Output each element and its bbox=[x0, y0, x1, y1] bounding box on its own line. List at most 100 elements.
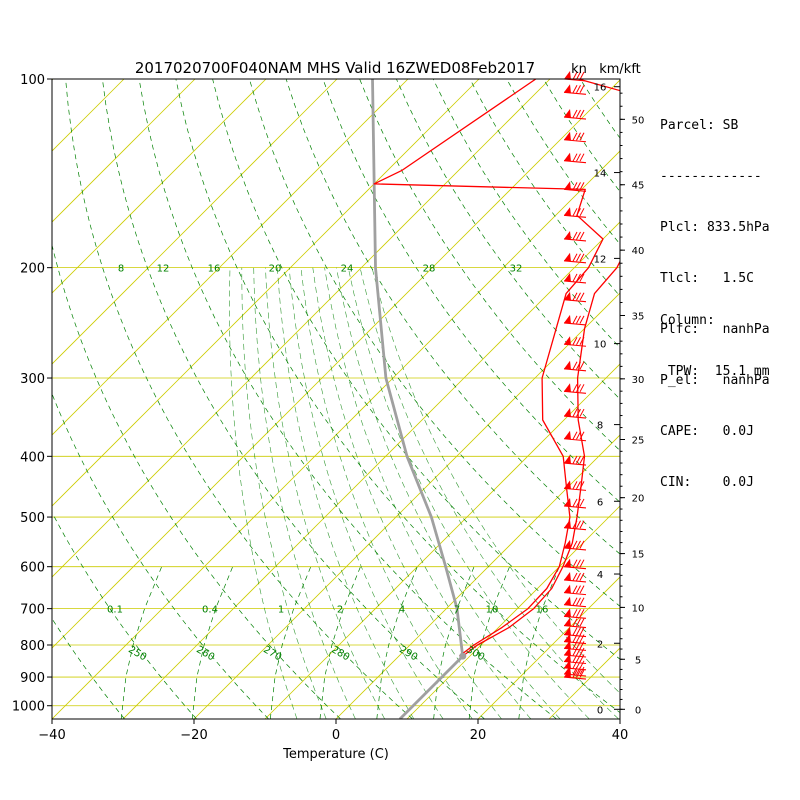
wind-barb bbox=[563, 539, 587, 551]
wind-barb-flag bbox=[579, 292, 585, 301]
wind-barb-flag bbox=[572, 585, 578, 594]
wind-barb bbox=[563, 84, 587, 95]
temperature-tick-label: 0 bbox=[332, 728, 340, 743]
km-tick-label: 8 bbox=[597, 421, 603, 432]
theta-e-label: 20 bbox=[269, 264, 282, 275]
wind-barb-flag bbox=[572, 455, 578, 464]
dry-adiabat bbox=[432, 79, 620, 349]
pressure-tick-label: 300 bbox=[20, 372, 45, 387]
theta-e-label: 32 bbox=[510, 264, 523, 275]
wind-barb-flag bbox=[576, 660, 581, 669]
wind-barb-flag bbox=[572, 559, 578, 568]
wind-barb-flag bbox=[572, 647, 578, 656]
wind-barb-flag bbox=[576, 273, 581, 282]
wind-barb-pennant bbox=[564, 519, 571, 529]
mixing-ratio-line bbox=[468, 566, 510, 719]
wind-barb-flag bbox=[576, 520, 581, 529]
mixing-ratio-label: 10 bbox=[486, 605, 499, 616]
isotherm-line bbox=[52, 79, 409, 436]
wind-barb bbox=[563, 640, 587, 651]
mixing-ratio-line bbox=[376, 566, 418, 719]
wind-barb-pennant bbox=[564, 252, 571, 262]
wind-barb-flag bbox=[572, 498, 578, 507]
wind-barb-flag bbox=[576, 481, 581, 490]
moist-adiabat bbox=[229, 267, 298, 719]
wind-barb-flag bbox=[579, 85, 585, 94]
wind-barb-flag bbox=[572, 597, 578, 606]
wind-barb-flag bbox=[579, 597, 585, 606]
theta-e-label: 8 bbox=[118, 264, 124, 275]
wind-barb bbox=[563, 181, 587, 192]
theta-e-label: 12 bbox=[157, 264, 170, 275]
moist-adiabat bbox=[277, 267, 415, 719]
moist-adiabat bbox=[359, 267, 619, 719]
wind-barb-flag bbox=[572, 609, 578, 618]
wind-barb-pennant bbox=[564, 617, 571, 627]
mixing-ratio-label: 7 bbox=[454, 605, 460, 616]
wind-barb-flag bbox=[576, 384, 581, 393]
theta-e-label: 16 bbox=[208, 264, 221, 275]
wind-barb-pennant bbox=[564, 291, 571, 301]
wind-barb-flag bbox=[576, 208, 581, 217]
parcel-plfc: Plfc: nanhPa bbox=[660, 322, 770, 337]
wind-barb-flag bbox=[572, 481, 578, 490]
parcel-cin: CIN: 0.0J bbox=[660, 475, 754, 490]
wind-barb-flag bbox=[572, 654, 578, 663]
pressure-tick-label: 1000 bbox=[12, 700, 45, 715]
moist-adiabat bbox=[288, 267, 444, 719]
wind-barb-flag bbox=[579, 654, 585, 663]
wind-barb-pennant bbox=[564, 596, 571, 606]
temperature-tick-label: −20 bbox=[180, 728, 207, 743]
pressure-tick-label: 900 bbox=[20, 671, 45, 686]
wind-barb-flag bbox=[572, 384, 578, 393]
isotherm-line bbox=[52, 150, 620, 719]
wind-barb bbox=[563, 617, 587, 629]
wind-barb bbox=[563, 291, 587, 303]
mixing-ratio-label: 0.4 bbox=[202, 605, 218, 616]
isotherm-line bbox=[406, 505, 620, 719]
km-tick-label: 12 bbox=[594, 254, 607, 265]
wind-barb-pennant bbox=[564, 669, 571, 679]
mixing-ratio-label: 16 bbox=[536, 605, 549, 616]
wind-barb-flag bbox=[579, 498, 585, 507]
kft-tick-label: 30 bbox=[632, 375, 645, 386]
km-tick-label: 16 bbox=[594, 83, 607, 94]
wind-barb bbox=[563, 647, 587, 658]
dry-adiabat bbox=[102, 79, 485, 719]
wind-barb-flag bbox=[579, 315, 585, 324]
wind-barb-flag bbox=[572, 540, 578, 549]
wind-barb-flag bbox=[572, 292, 578, 301]
chart-title: 2017020700F040NAM MHS Valid 16ZWED08Feb2… bbox=[135, 59, 535, 77]
wind-barb-flag bbox=[576, 315, 581, 324]
isotherm-line bbox=[52, 79, 196, 223]
wind-barb-flag bbox=[572, 361, 578, 370]
wind-barb-flag bbox=[579, 71, 585, 80]
wind-barb-flag bbox=[576, 540, 581, 549]
wind-barb-flag bbox=[572, 634, 578, 643]
mixing-ratio-line bbox=[518, 566, 560, 719]
wind-barb-flag bbox=[572, 109, 578, 118]
wind-barb-flag bbox=[576, 609, 581, 618]
kft-tick-label: 20 bbox=[632, 494, 645, 505]
pressure-tick-label: 100 bbox=[20, 73, 45, 88]
wind-barb-flag bbox=[576, 666, 581, 675]
dry-adiabat bbox=[322, 79, 620, 503]
wind-barb-pennant bbox=[564, 653, 571, 663]
wind-barb bbox=[563, 584, 587, 596]
temperature-tick-label: 20 bbox=[470, 728, 487, 743]
mixing-ratio-line bbox=[191, 566, 234, 719]
dry-adiabat bbox=[285, 79, 620, 555]
wind-barb-flag bbox=[579, 520, 585, 529]
wind-barb-flag bbox=[579, 572, 585, 581]
parcel-plcl: Plcl: 833.5hPa bbox=[660, 220, 770, 235]
wind-barb-flag bbox=[572, 273, 578, 282]
parcel-rule: ------------- bbox=[660, 169, 762, 184]
wind-barb-flag bbox=[572, 315, 578, 324]
wind-barb-flag bbox=[572, 153, 578, 162]
pressure-tick-label: 700 bbox=[20, 603, 45, 618]
wind-barb bbox=[563, 455, 587, 466]
dry-adiabat bbox=[396, 79, 620, 400]
wind-barb-flag bbox=[572, 618, 578, 627]
wind-barb-flag bbox=[579, 182, 585, 191]
